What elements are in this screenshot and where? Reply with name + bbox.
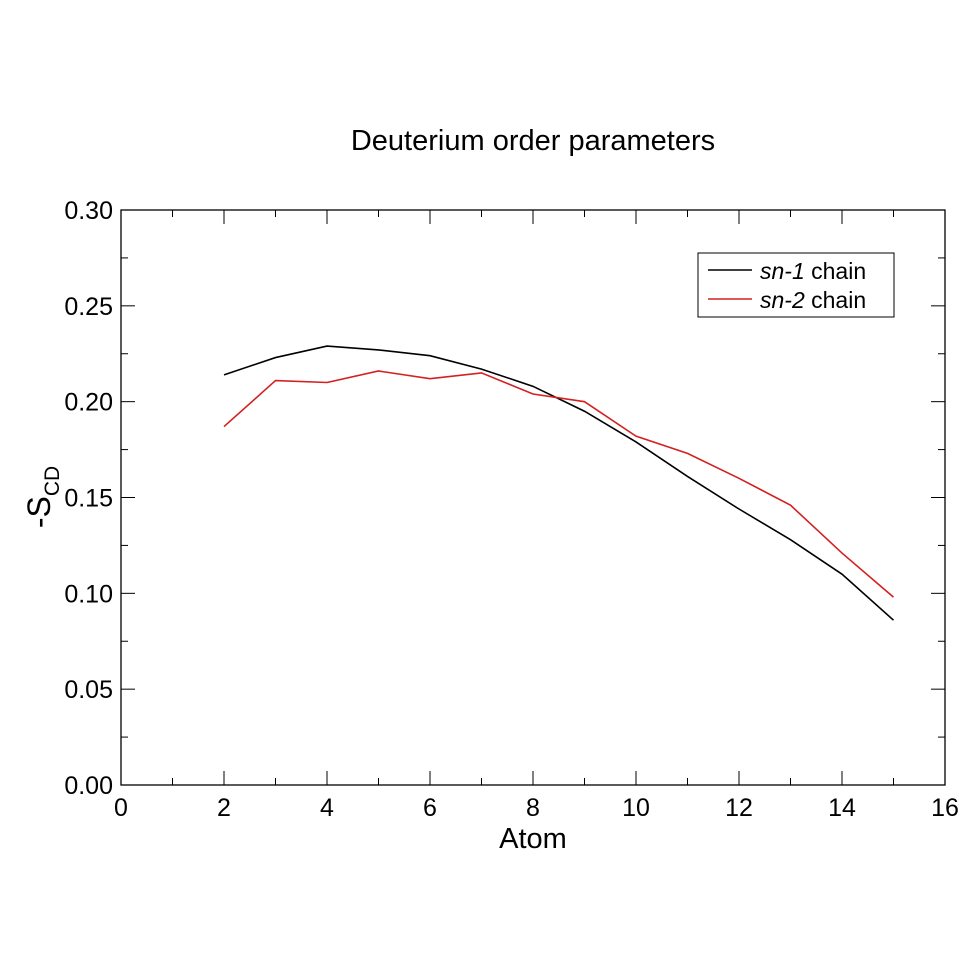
- series-line-sn-1: [223, 345, 895, 621]
- x-axis-label: Atom: [499, 823, 567, 855]
- legend: sn-1 chain sn-2 chain: [697, 252, 895, 318]
- x-tick-label: 2: [217, 794, 231, 822]
- y-tick-label: 0.30: [64, 197, 113, 225]
- y-tick-label: 0.00: [64, 772, 113, 800]
- y-axis-label-main: -S: [21, 496, 57, 528]
- svg-text:-SCD: -SCD: [21, 466, 64, 528]
- legend-label-sn2: sn-2 chain: [760, 287, 866, 313]
- x-tick-label: 0: [114, 794, 128, 822]
- x-tick-label: 16: [931, 794, 959, 822]
- x-tick-label: 4: [320, 794, 334, 822]
- x-tick-label: 10: [622, 794, 650, 822]
- axis-ticks: 0 2 4 6 8 10 12 14 16 0.00 0.05 0.10 0.15 0.20 0.25 0.3…: [64, 197, 959, 822]
- y-tick-label: 0.15: [64, 485, 113, 513]
- x-tick-label: 8: [526, 794, 540, 822]
- x-tick-label: 6: [423, 794, 437, 822]
- chart-title: Deuterium order parameters: [351, 125, 715, 157]
- legend-label-sn1: sn-1 chain: [760, 258, 866, 284]
- x-tick-label: 14: [828, 794, 856, 822]
- legend-box: [697, 252, 895, 318]
- y-tick-label: 0.20: [64, 389, 113, 417]
- series-line-sn-2: [223, 370, 895, 598]
- y-axis-label-sub: CD: [41, 466, 64, 496]
- y-tick-label: 0.05: [64, 676, 113, 704]
- y-tick-label: 0.10: [64, 580, 113, 608]
- y-axis-label: -SCD: [21, 466, 64, 528]
- x-tick-label: 12: [725, 794, 753, 822]
- series-lines: [223, 345, 895, 621]
- y-tick-label: 0.25: [64, 293, 113, 321]
